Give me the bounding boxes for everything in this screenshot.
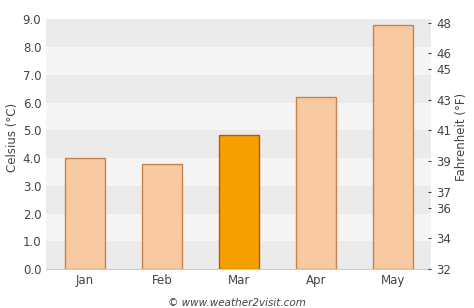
- Bar: [46, 103, 431, 130]
- Bar: [46, 47, 431, 75]
- Bar: [46, 241, 431, 269]
- Bar: [46, 19, 431, 47]
- Bar: [46, 75, 431, 103]
- Bar: [46, 158, 431, 186]
- Bar: [64, 158, 105, 269]
- Bar: [46, 186, 431, 214]
- Y-axis label: Celsius (°C): Celsius (°C): [6, 103, 18, 172]
- Y-axis label: Fahrenheit (°F): Fahrenheit (°F): [456, 93, 468, 181]
- Bar: [142, 164, 182, 269]
- Bar: [46, 130, 431, 158]
- Bar: [219, 135, 259, 269]
- Bar: [296, 97, 336, 269]
- Bar: [46, 214, 431, 241]
- Text: © www.weather2visit.com: © www.weather2visit.com: [168, 298, 306, 308]
- Bar: [373, 25, 413, 269]
